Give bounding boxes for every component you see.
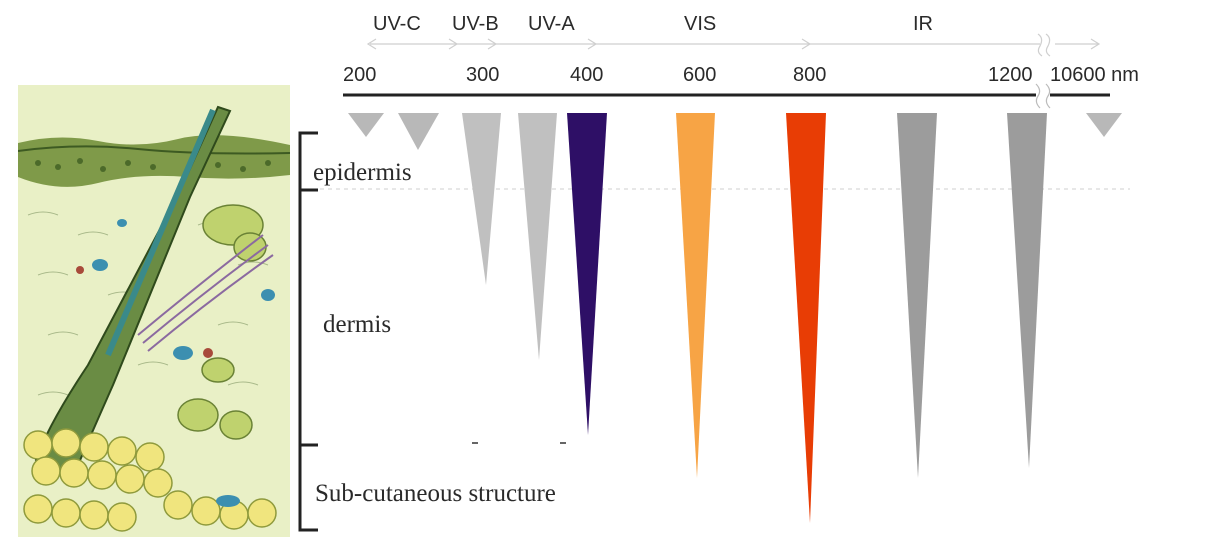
- tick-label-800: 800: [793, 64, 826, 86]
- tick-label-300: 300: [466, 64, 499, 86]
- band-label-uv-c: UV-C: [373, 13, 421, 35]
- penetration-wedge-uva-350: [518, 113, 557, 360]
- layer-label-subcutaneous: Sub-cutaneous structure: [315, 480, 556, 507]
- penetration-wedge-vis-800: [786, 113, 826, 523]
- band-label-uv-b: UV-B: [452, 13, 499, 35]
- band-label-vis: VIS: [684, 13, 716, 35]
- tick-label-600: 600: [683, 64, 716, 86]
- skin-cross-section-illustration: [18, 85, 290, 537]
- penetration-wedge-uvb-300: [462, 113, 501, 285]
- band-label-ir: IR: [913, 13, 933, 35]
- tick-label-1200: 1200: [988, 64, 1033, 86]
- penetration-wedge-uva-400: [567, 113, 607, 435]
- wavelength-axis: [343, 83, 1110, 109]
- band-arrows: [366, 33, 1101, 57]
- layer-label-epidermis: epidermis: [313, 159, 412, 186]
- tick-label-200: 200: [343, 64, 376, 86]
- penetration-wedge-ir-1200: [1007, 113, 1047, 468]
- band-label-uv-a: UV-A: [528, 13, 575, 35]
- depth-bracket: [298, 131, 318, 532]
- layer-label-dermis: dermis: [323, 311, 391, 338]
- penetration-wedge-uvc-200: [348, 113, 384, 137]
- penetration-wedge-vis-600: [676, 113, 715, 478]
- penetration-wedge-uvc-250: [398, 113, 439, 150]
- tick-label-400: 400: [570, 64, 603, 86]
- tick-label-10600: 10600 nm: [1050, 64, 1139, 86]
- penetration-wedge-ir-10600: [1086, 113, 1122, 137]
- penetration-wedge-ir-1000: [897, 113, 937, 478]
